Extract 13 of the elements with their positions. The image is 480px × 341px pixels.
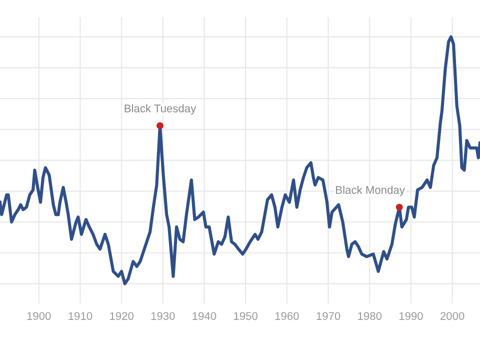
x-tick-label: 1950 [234,312,258,320]
annotation: Black Monday [336,186,405,196]
x-tick-label: 1990 [399,312,423,320]
x-tick-label: 1920 [110,312,134,320]
x-tick-label: 1980 [358,312,382,320]
annotation: Black Tuesday [124,104,196,115]
x-tick-label: 1910 [68,312,92,320]
x-tick-label: 1970 [316,312,340,320]
x-tick-label: 2000 [440,312,464,320]
x-tick-label: 1900 [27,312,51,320]
x-tick-label: 1960 [275,312,299,320]
x-tick-label: 1930 [151,312,175,320]
x-tick-label: 1940 [192,312,216,320]
